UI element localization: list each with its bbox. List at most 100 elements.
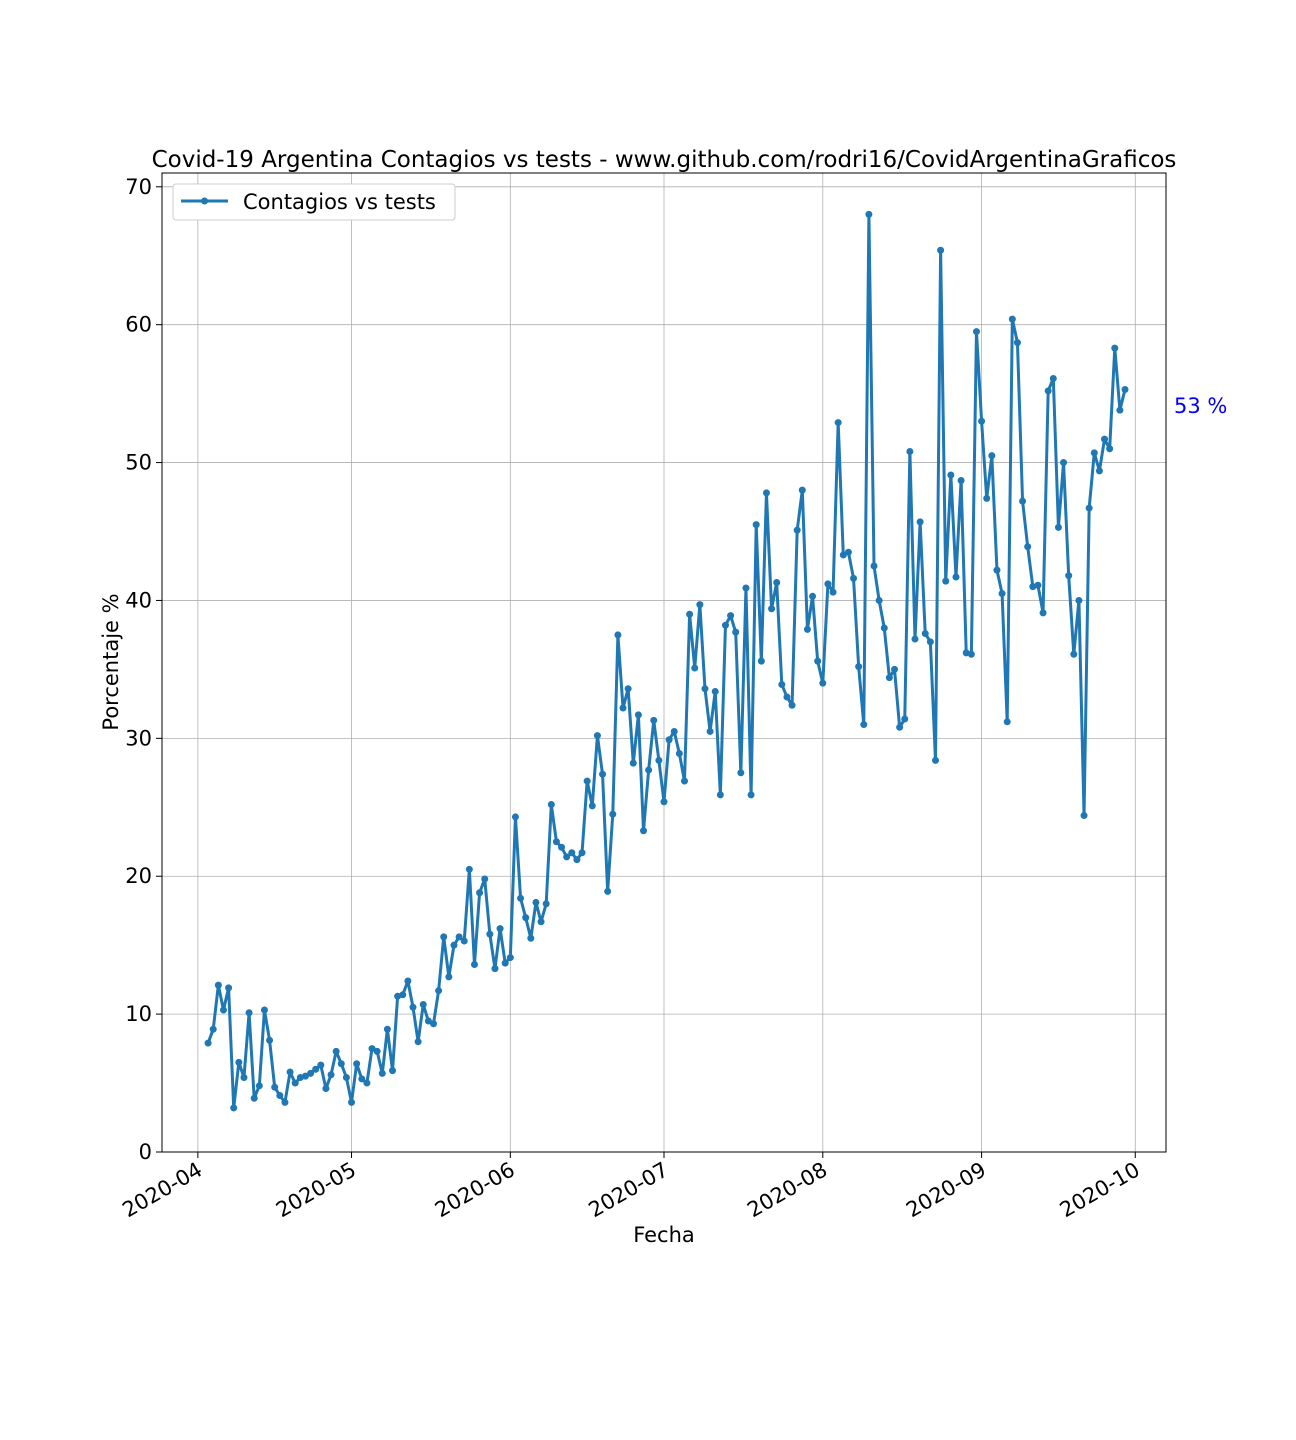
data-point [670, 727, 678, 735]
data-point [486, 930, 494, 938]
data-point [506, 954, 514, 962]
data-point [629, 759, 637, 767]
data-point [527, 934, 535, 942]
data-point [1075, 596, 1083, 604]
data-point [855, 663, 863, 671]
data-point [342, 1074, 350, 1082]
x-tick-label: 2020-07 [585, 1158, 673, 1223]
data-point [865, 210, 873, 218]
data-point [660, 798, 668, 806]
data-point [337, 1060, 345, 1068]
data-point [727, 612, 735, 620]
data-point [542, 900, 550, 908]
data-point [547, 801, 555, 809]
data-point [465, 865, 473, 873]
data-point [1085, 504, 1093, 512]
data-point [860, 721, 868, 729]
data-point [967, 650, 975, 658]
data-point [757, 657, 765, 665]
data-point [219, 1006, 227, 1014]
data-point [885, 674, 893, 682]
x-tick-label: 2020-04 [118, 1158, 206, 1223]
data-point [1013, 339, 1021, 347]
data-point [921, 630, 929, 638]
data-point [778, 681, 786, 689]
data-point [281, 1098, 289, 1106]
data-point [501, 959, 509, 967]
data-point [916, 518, 924, 526]
data-point [978, 417, 986, 425]
data-point [1019, 497, 1027, 505]
data-point [389, 1067, 397, 1075]
data-point [1116, 406, 1124, 414]
data-point [276, 1091, 284, 1099]
data-point [419, 1000, 427, 1008]
data-point [404, 977, 412, 985]
series-contagios-vs-tests [204, 210, 1129, 1112]
data-point [593, 732, 601, 740]
data-point [255, 1082, 263, 1090]
data-point [563, 853, 571, 861]
data-point [1121, 385, 1129, 393]
data-point [809, 592, 817, 600]
data-point [983, 494, 991, 502]
data-point [737, 769, 745, 777]
data-point [368, 1045, 376, 1053]
data-point [640, 827, 648, 835]
data-point [834, 419, 842, 427]
data-point [645, 766, 653, 774]
data-point [1008, 315, 1016, 323]
data-point [312, 1065, 320, 1073]
legend-marker-swatch [201, 197, 208, 205]
data-point [496, 925, 504, 933]
data-point [1070, 650, 1078, 658]
x-axis-ticks: 2020-04 2020-05 2020-06 2020-07 2020-08 2020-… [118, 1152, 1144, 1223]
data-point [675, 750, 683, 758]
data-point [307, 1069, 315, 1077]
data-point [880, 624, 888, 632]
data-point [291, 1079, 299, 1087]
chart-title: Covid-19 Argentina Contagios vs tests - … [152, 147, 1177, 173]
data-point [568, 849, 576, 857]
data-point [896, 723, 904, 731]
data-point [609, 810, 617, 818]
data-point [409, 1003, 417, 1011]
data-point [363, 1079, 371, 1087]
data-point [783, 693, 791, 701]
data-point [1101, 435, 1109, 443]
data-point [245, 1009, 253, 1017]
data-point [1080, 812, 1088, 820]
data-point [706, 727, 714, 735]
series-line [206, 212, 1127, 1110]
data-point [286, 1068, 294, 1076]
y-tick-label: 0 [139, 1140, 152, 1164]
data-point [762, 489, 770, 497]
data-point [578, 849, 586, 857]
data-point [1024, 543, 1032, 551]
data-point [1044, 387, 1052, 395]
x-tick-label: 2020-05 [272, 1158, 360, 1223]
data-point [773, 579, 781, 587]
data-point [619, 704, 627, 712]
data-point [803, 625, 811, 633]
y-tick-label: 10 [125, 1002, 152, 1026]
data-point [537, 918, 545, 926]
data-point [998, 590, 1006, 598]
data-point [1111, 344, 1119, 352]
data-point [624, 685, 632, 693]
data-point [599, 770, 607, 778]
data-point [383, 1025, 391, 1033]
data-point [937, 246, 945, 254]
data-point [701, 685, 709, 693]
data-point [435, 987, 443, 995]
latest-value-annotation: 53 % [1174, 394, 1227, 418]
data-point [424, 1017, 432, 1025]
data-point [1039, 609, 1047, 617]
legend-box [172, 183, 456, 221]
data-point [450, 941, 458, 949]
data-point [1054, 523, 1062, 531]
data-point [301, 1072, 309, 1080]
data-point [445, 973, 453, 981]
y-tick-label: 60 [125, 313, 152, 337]
